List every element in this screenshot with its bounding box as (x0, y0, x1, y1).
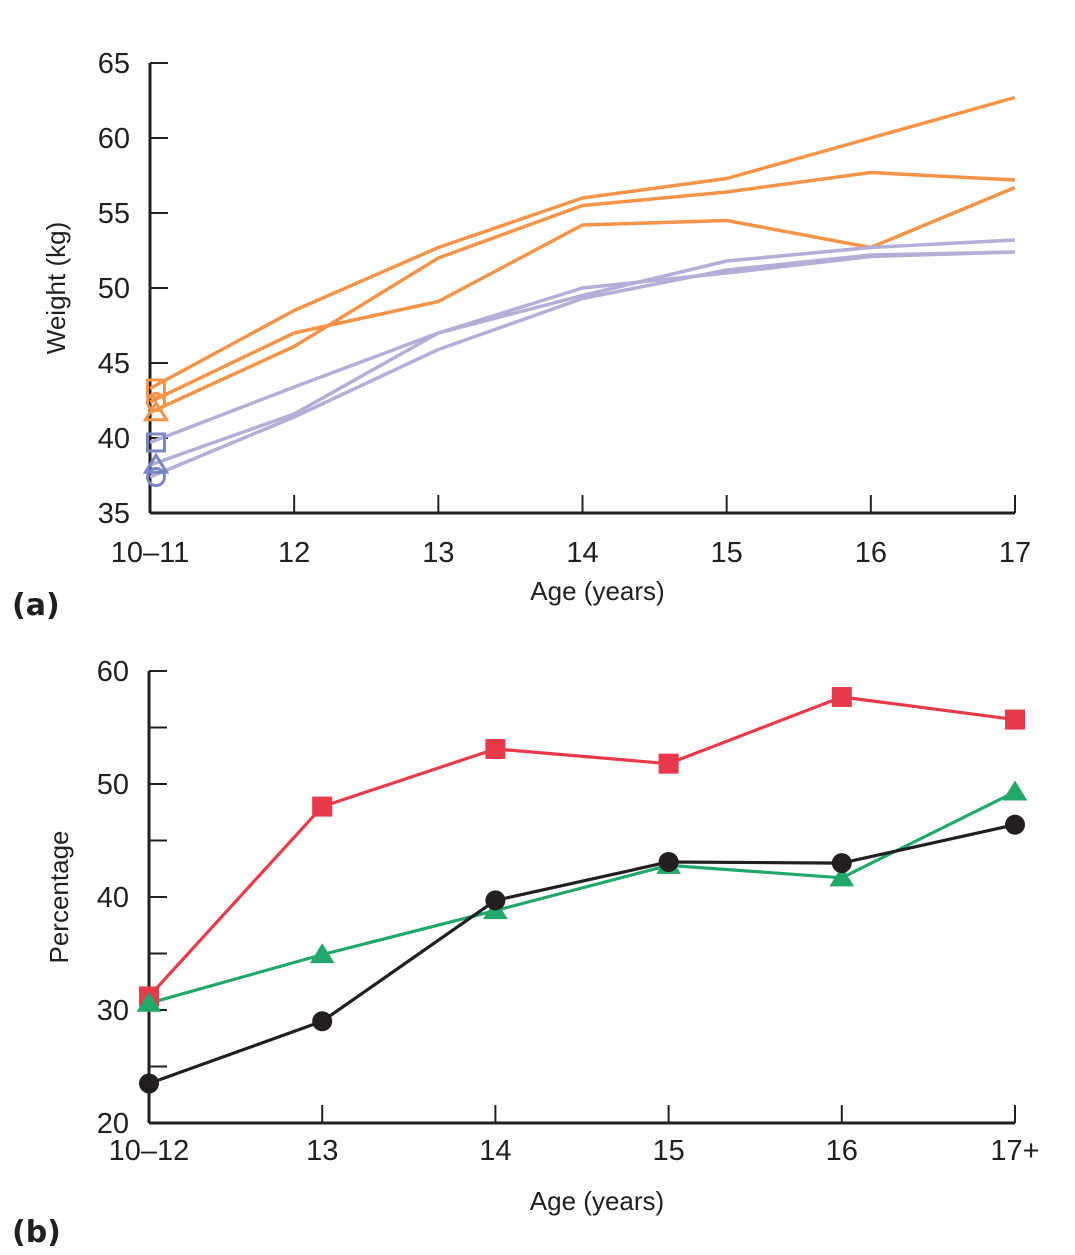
panel-label-a: (a) (12, 588, 60, 623)
data-point-black-circle (658, 851, 679, 872)
y-tick-label: 60 (97, 656, 129, 688)
data-point-orange-circle (146, 392, 166, 412)
x-axis-title: Age (years) (530, 576, 664, 606)
y-tick-label: 65 (98, 48, 130, 80)
data-point-purple-square (146, 432, 166, 453)
data-point-black-circle (1005, 814, 1025, 835)
data-point-black-circle (485, 890, 506, 911)
y-tick-label: 40 (98, 423, 130, 455)
x-tick-label: 13 (422, 537, 454, 569)
data-point-red-square (485, 738, 506, 759)
y-tick-label: 20 (97, 1108, 129, 1140)
data-point-orange-square (146, 378, 166, 399)
series-line-orange-square (149, 95, 1016, 391)
x-tick-label: 10–11 (111, 537, 190, 569)
x-tick-label: 16 (855, 537, 887, 569)
y-tick-label: 40 (97, 882, 129, 914)
chart-panel-b: 20 30 40 50 60 10–12 13 14 15 16 17+ Age (years) Per… (44, 656, 1040, 1216)
x-tick-label: 15 (652, 1135, 684, 1167)
y-tick-label: 50 (98, 273, 130, 305)
x-tick-label: 14 (566, 537, 598, 569)
series-line-red-square (147, 695, 1016, 998)
series-line-black-circle (148, 823, 1016, 1085)
series-line-orange-triangle (149, 170, 1016, 415)
x-tick-label: 15 (711, 537, 743, 569)
data-point-orange-triangle (142, 399, 170, 422)
y-axis-title: Weight (kg) (41, 222, 71, 354)
x-tick-label: 10–12 (109, 1135, 190, 1167)
data-point-green-triangle (136, 991, 162, 1012)
data-point-red-square (1005, 709, 1025, 730)
data-point-green-triangle (829, 866, 855, 887)
panel-label-b: (b) (12, 1215, 61, 1250)
series-line-purple-triangle (149, 238, 1016, 467)
y-tick-label: 35 (98, 498, 130, 530)
data-point-black-circle (139, 1073, 159, 1094)
y-axis-title: Percentage (44, 831, 74, 964)
y-tick-label: 30 (97, 995, 129, 1027)
x-tick-label: 14 (479, 1135, 511, 1167)
y-tick-label: 60 (98, 123, 130, 155)
chart-panel-a: 35 40 45 50 55 60 65 10–11 12 13 14 15 16 17 Age (year… (41, 48, 1031, 606)
x-tick-label: 12 (278, 537, 310, 569)
x-tick-label: 16 (826, 1135, 858, 1167)
data-point-red-square (312, 796, 333, 817)
data-point-black-circle (831, 853, 852, 874)
x-tick-label: 13 (306, 1135, 338, 1167)
data-point-green-triangle (1002, 780, 1028, 801)
data-point-red-square (658, 753, 679, 774)
x-tick-label: 17+ (990, 1135, 1039, 1167)
data-point-red-square (831, 686, 852, 707)
y-tick-label: 45 (98, 348, 130, 380)
y-tick-label: 55 (98, 198, 130, 230)
data-point-purple-circle (146, 467, 166, 487)
data-point-purple-triangle (142, 452, 170, 474)
data-point-green-triangle (309, 943, 335, 964)
series-line-green-triangle (148, 790, 1016, 1005)
data-point-black-circle (312, 1011, 333, 1032)
x-axis-title: Age (years) (530, 1186, 664, 1216)
y-tick-label: 50 (97, 769, 129, 801)
x-tick-label: 17 (999, 537, 1031, 569)
series-line-purple-circle (149, 250, 1016, 479)
series-line-purple-square (149, 250, 1016, 445)
